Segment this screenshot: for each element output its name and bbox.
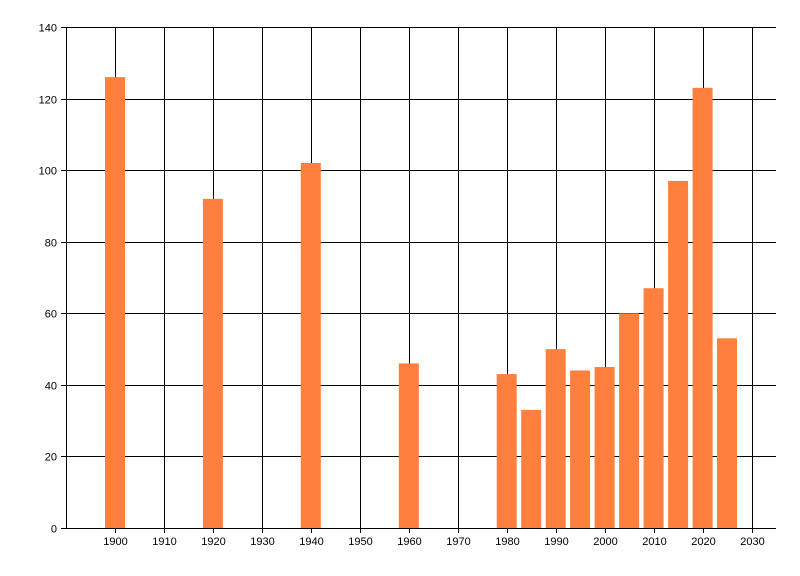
y-tick-label: 80	[45, 238, 57, 250]
x-tick-label: 2020	[691, 536, 715, 548]
bar	[202, 198, 223, 529]
bar	[692, 87, 713, 529]
bar	[545, 349, 566, 528]
x-tick-label: 1900	[103, 536, 127, 548]
x-tick-label: 2010	[642, 536, 666, 548]
x-tick-label: 1940	[299, 536, 323, 548]
y-tick-label: 120	[39, 95, 57, 107]
y-tick-label: 40	[45, 381, 57, 393]
bar	[570, 370, 591, 528]
bar	[619, 313, 640, 528]
x-tick-label: 1950	[348, 536, 372, 548]
bar	[496, 374, 517, 528]
bar	[105, 77, 125, 528]
x-axis-ticks: 1900 1910 1920 1930 1940 1950 1960 1970 1980 1990…	[103, 528, 765, 548]
x-tick-label: 1960	[397, 536, 421, 548]
bar	[398, 363, 419, 528]
x-tick-label: 1930	[250, 536, 274, 548]
x-tick-label: 1980	[495, 536, 519, 548]
bar	[643, 288, 664, 528]
bar	[521, 409, 542, 528]
y-axis-ticks: 0 20 40 60 80 100 120 140	[39, 23, 66, 536]
bar	[717, 338, 737, 528]
y-tick-label: 140	[39, 23, 57, 35]
bar	[668, 180, 689, 528]
bar	[594, 367, 615, 528]
y-tick-label: 0	[51, 524, 57, 536]
axes	[66, 27, 776, 529]
x-tick-label: 1990	[544, 536, 568, 548]
x-tick-label: 1910	[152, 536, 176, 548]
y-tick-label: 100	[39, 166, 57, 178]
y-tick-label: 20	[45, 452, 57, 464]
x-tick-label: 2000	[593, 536, 617, 548]
bars	[105, 77, 737, 529]
x-tick-label: 1920	[201, 536, 225, 548]
y-tick-label: 60	[45, 309, 57, 321]
x-tick-label: 1970	[446, 536, 470, 548]
x-tick-label: 2030	[740, 536, 764, 548]
bar	[300, 163, 321, 528]
